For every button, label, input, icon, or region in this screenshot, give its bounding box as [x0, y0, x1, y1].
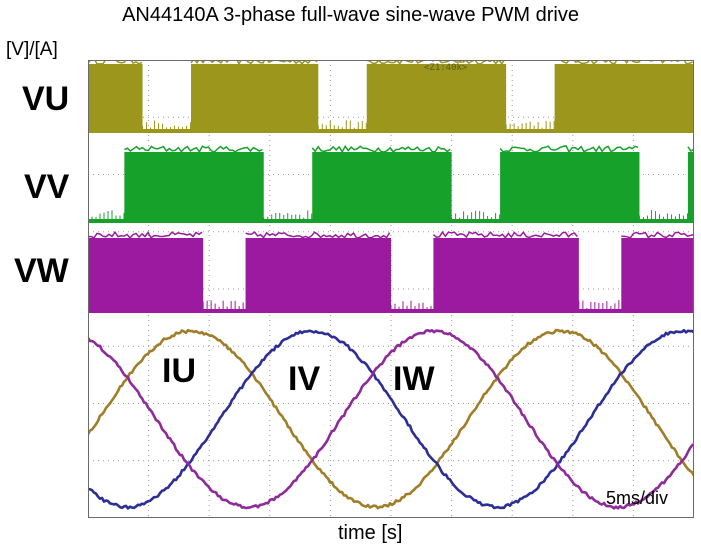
pwm-noise-vv	[687, 146, 694, 152]
pwm-noise-vw	[432, 230, 578, 239]
pwm-noise-vv	[499, 145, 639, 154]
pwm-noise-vw	[245, 231, 391, 239]
pwm-high-block-vw	[88, 238, 204, 312]
vu-channel-label: VU	[22, 80, 70, 118]
pwm-noise-vw	[88, 230, 203, 240]
pwm-high-block-vu	[191, 64, 319, 132]
current-traces	[88, 328, 694, 510]
vv-channel-label: VV	[24, 168, 70, 206]
iv-annotation: IV	[288, 360, 320, 398]
pwm-high-block-vv	[500, 152, 640, 222]
pwm-high-block-vv	[687, 152, 694, 222]
pwm-high-block-vw	[245, 238, 391, 312]
pwm-high-block-vw	[433, 238, 579, 312]
pwm-high-block-vu	[366, 64, 507, 132]
pwm-noise-vw	[621, 231, 694, 239]
iw-annotation: IW	[393, 360, 435, 398]
pwm-noise-vu	[88, 60, 143, 65]
oscilloscope-plot: <Z1:40k> IU IV IW	[88, 60, 694, 518]
pwm-noise-vu	[366, 60, 506, 65]
pwm-high-block-vv	[124, 152, 264, 222]
chart-title: AN44140A 3-phase full-wave sine-wave PWM…	[122, 4, 579, 26]
pwm-high-block-vu	[88, 64, 143, 132]
time-per-div-label: 5ms/div	[606, 488, 669, 508]
voltage-traces	[88, 60, 694, 313]
iu-annotation: IU	[162, 352, 196, 390]
y-unit-label: [V]/[A]	[6, 39, 58, 60]
pwm-noise-vv	[124, 145, 263, 154]
pwm-high-block-vu	[554, 64, 694, 132]
current-trace-iu	[88, 328, 694, 510]
pwm-high-block-vw	[621, 238, 694, 312]
pwm-noise-vv	[311, 144, 451, 154]
vw-channel-label: VW	[14, 252, 69, 290]
pwm-high-block-vv	[312, 152, 452, 222]
x-axis-label: time [s]	[338, 522, 403, 544]
zoom-indicator: <Z1:40k>	[424, 63, 468, 73]
pwm-noise-vu	[190, 60, 318, 66]
current-trace-iw	[88, 329, 694, 510]
plot-frame	[88, 60, 694, 518]
